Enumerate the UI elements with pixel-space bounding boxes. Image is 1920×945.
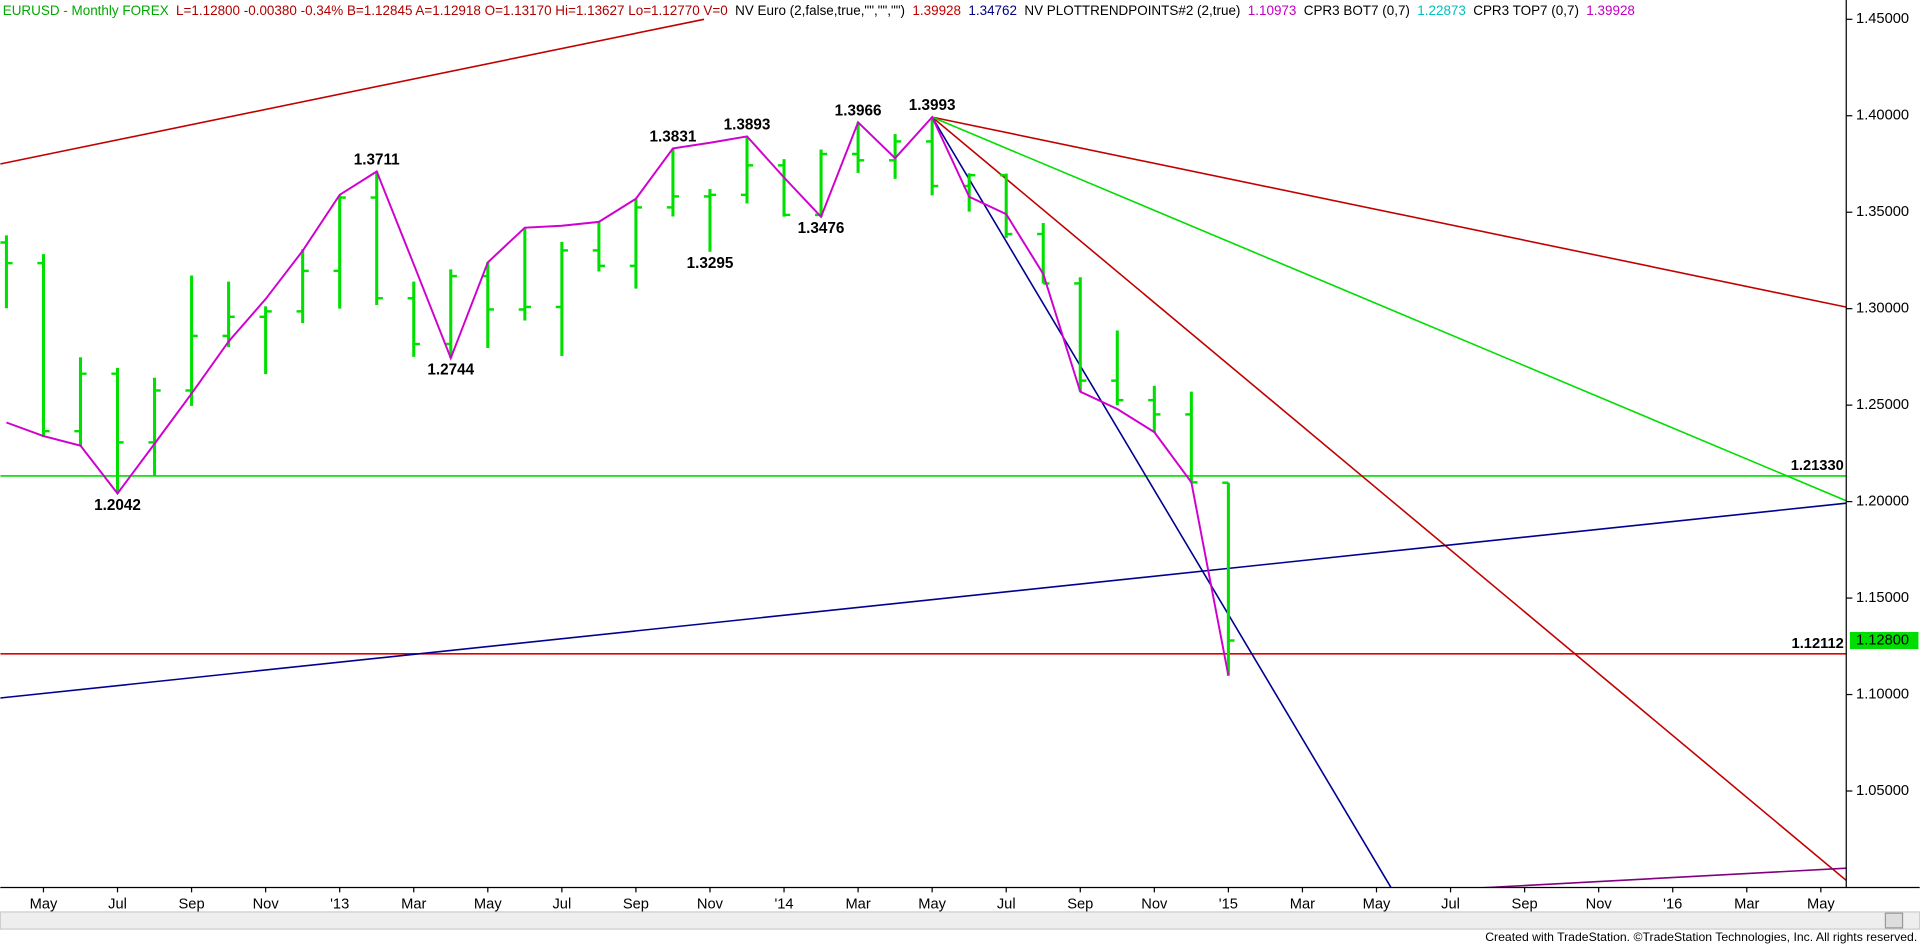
pivot-label: 1.3476 bbox=[798, 220, 845, 237]
y-tick-label: 1.45000 bbox=[1856, 11, 1909, 27]
trendline bbox=[1473, 867, 1847, 888]
x-tick-label: Nov bbox=[1141, 896, 1168, 912]
y-tick-label: 1.15000 bbox=[1856, 590, 1909, 606]
trendline bbox=[931, 116, 1847, 308]
x-tick-label: May bbox=[1807, 896, 1835, 912]
x-tick-label: Sep bbox=[623, 896, 649, 912]
x-tick-label: Nov bbox=[1586, 896, 1613, 912]
y-tick-label: 1.30000 bbox=[1856, 301, 1909, 317]
scrollbar-thumb[interactable] bbox=[1884, 912, 1904, 929]
x-tick-label: Sep bbox=[1512, 896, 1538, 912]
x-tick-label: Jul bbox=[552, 896, 571, 912]
scrollbar[interactable] bbox=[0, 911, 1920, 930]
pivot-label: 1.3993 bbox=[909, 97, 956, 114]
x-tick-label: Mar bbox=[845, 896, 870, 912]
trendline bbox=[931, 116, 1392, 888]
x-tick-label: May bbox=[1363, 896, 1391, 912]
y-tick-label: 1.05000 bbox=[1856, 783, 1909, 799]
pivot-label: 1.3893 bbox=[724, 116, 771, 133]
x-tick-label: Nov bbox=[253, 896, 280, 912]
header-item: 1.39928 bbox=[1586, 3, 1635, 18]
x-tick-label: Jul bbox=[108, 896, 127, 912]
header-item: 1.10973 bbox=[1248, 3, 1297, 18]
x-tick-label: May bbox=[918, 896, 946, 912]
trendline bbox=[931, 116, 1847, 882]
header-item: 1.22873 bbox=[1417, 3, 1466, 18]
pivot-label: 1.3295 bbox=[687, 255, 734, 272]
x-tick-label: Jul bbox=[997, 896, 1016, 912]
x-tick-label: '13 bbox=[330, 896, 349, 912]
x-tick-label: Mar bbox=[401, 896, 426, 912]
level-label: 1.12112 bbox=[1792, 636, 1844, 652]
y-tick-label: 1.40000 bbox=[1856, 108, 1909, 124]
header-item: 1.39928 bbox=[912, 3, 961, 18]
x-tick-label: May bbox=[474, 896, 502, 912]
header: EURUSD - Monthly FOREX L=1.12800 -0.00380… bbox=[3, 3, 1635, 18]
y-tick-label: 1.20000 bbox=[1856, 493, 1909, 509]
last-price-label: 1.12800 bbox=[1856, 632, 1909, 648]
x-tick-label: Mar bbox=[1734, 896, 1759, 912]
last-price-box bbox=[1849, 631, 1919, 650]
header-item: NV Euro (2,false,true,"","","") bbox=[735, 3, 905, 18]
y-tick-label: 1.10000 bbox=[1856, 686, 1909, 702]
x-tick-label: '16 bbox=[1663, 896, 1682, 912]
pivot-label: 1.3831 bbox=[650, 128, 697, 145]
x-tick-label: Sep bbox=[1067, 896, 1093, 912]
x-tick-label: Sep bbox=[179, 896, 205, 912]
footer: Created with TradeStation. ©TradeStation… bbox=[1485, 930, 1917, 944]
header-item: 1.34762 bbox=[968, 3, 1017, 18]
y-tick-label: 1.35000 bbox=[1856, 204, 1909, 220]
plot-area bbox=[0, 18, 1847, 888]
pivot-label: 1.2744 bbox=[427, 361, 474, 378]
trend-points-line bbox=[6, 115, 1230, 676]
header-item: CPR3 BOT7 (0,7) bbox=[1304, 3, 1410, 18]
x-tick-label: Jul bbox=[1441, 896, 1460, 912]
header-item: NV PLOTTRENDPOINTS#2 (2,true) bbox=[1024, 3, 1240, 18]
x-tick-label: '15 bbox=[1219, 896, 1238, 912]
header-item: CPR3 TOP7 (0,7) bbox=[1473, 3, 1579, 18]
trendline bbox=[931, 116, 1847, 502]
x-tick-label: Nov bbox=[697, 896, 724, 912]
trendline bbox=[0, 18, 705, 165]
x-tick-label: May bbox=[30, 896, 58, 912]
x-tick-label: Mar bbox=[1290, 896, 1315, 912]
trendline bbox=[0, 502, 1847, 699]
header-item: EURUSD - Monthly FOREX bbox=[3, 3, 169, 18]
pivot-label: 1.2042 bbox=[94, 497, 141, 514]
y-tick-label: 1.25000 bbox=[1856, 397, 1909, 413]
pivot-label: 1.3711 bbox=[354, 152, 400, 169]
header-item: L=1.12800 -0.00380 -0.34% B=1.12845 A=1.… bbox=[176, 3, 728, 18]
level-label: 1.21330 bbox=[1791, 458, 1844, 474]
x-tick-label: '14 bbox=[774, 896, 793, 912]
pivot-label: 1.3966 bbox=[835, 102, 882, 119]
